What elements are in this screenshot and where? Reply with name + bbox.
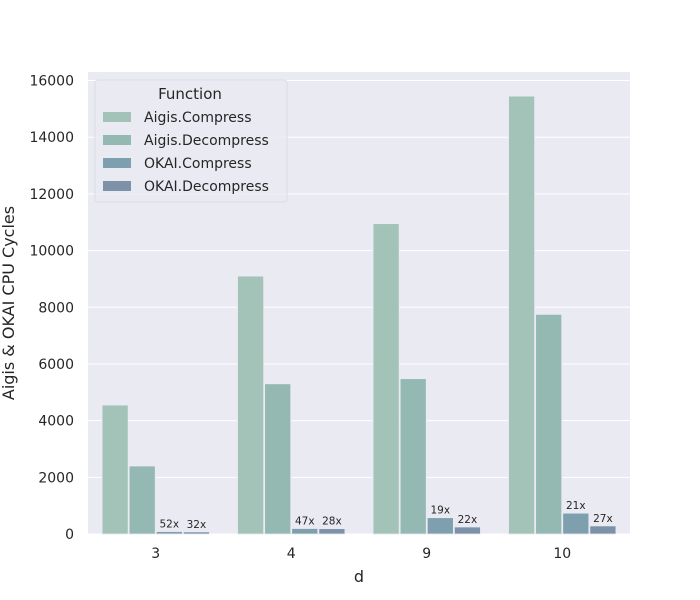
x-axis-label: d — [354, 567, 364, 586]
bars — [101, 95, 617, 535]
y-tick-label: 10000 — [29, 244, 74, 260]
y-tick-label: 2000 — [38, 470, 74, 486]
bar-label: 32x — [187, 519, 207, 531]
bar-label: 28x — [322, 516, 342, 528]
bar-data-labels: 52x 32x 47x 28x 19x 22x 21x 27x — [160, 500, 613, 531]
bar-aigis-compress-4 — [237, 275, 265, 535]
bar-aigis-compress-10 — [508, 95, 536, 535]
bar-okai-decompress-10 — [589, 525, 617, 535]
bar-okai-compress-4 — [291, 528, 319, 535]
legend-box — [94, 79, 288, 203]
bar-aigis-decompress-3 — [128, 465, 156, 535]
bar-okai-compress-9 — [426, 517, 454, 535]
bar-aigis-compress-3 — [101, 404, 129, 535]
y-axis-ticks: 0 2000 4000 6000 8000 10000 12000 14000 16000 — [29, 74, 74, 543]
legend-label: OKAI.Compress — [144, 156, 252, 172]
bar-label: 22x — [458, 514, 478, 526]
bar-aigis-decompress-10 — [535, 313, 563, 535]
legend-items: Aigis.Compress Aigis.Decompress OKAI.Compr… — [103, 110, 269, 195]
x-tick-label: 3 — [151, 546, 160, 562]
bar-okai-decompress-9 — [453, 526, 481, 535]
legend-title: Function — [158, 85, 222, 103]
bar-label: 21x — [566, 500, 586, 512]
y-tick-label: 12000 — [29, 187, 74, 203]
x-tick-label: 9 — [422, 546, 431, 562]
y-tick-label: 6000 — [38, 357, 74, 373]
x-axis-ticks: 3 4 9 10 — [151, 546, 571, 562]
bar-label: 52x — [160, 519, 180, 531]
legend-label: OKAI.Decompress — [144, 179, 269, 195]
bar-label: 27x — [593, 513, 613, 525]
bar-aigis-decompress-9 — [399, 378, 427, 535]
y-tick-label: 8000 — [38, 300, 74, 316]
bar-okai-decompress-4 — [318, 528, 346, 535]
legend-label: Aigis.Decompress — [144, 133, 269, 149]
legend-swatch — [103, 181, 131, 191]
y-axis-label: Aigis & OKAI CPU Cycles — [0, 206, 18, 400]
bar-label: 19x — [431, 505, 451, 517]
x-tick-label: 4 — [287, 546, 296, 562]
bar-okai-compress-10 — [562, 512, 590, 535]
y-tick-label: 16000 — [29, 74, 74, 90]
y-tick-label: 4000 — [38, 414, 74, 430]
bar-label: 47x — [295, 516, 315, 528]
bar-okai-decompress-3 — [182, 531, 210, 535]
y-tick-label: 14000 — [29, 130, 74, 146]
legend: Function Aigis.Compress Aigis.Decompress O… — [94, 79, 288, 203]
legend-swatch — [103, 135, 131, 145]
y-tick-label: 0 — [65, 527, 74, 543]
legend-swatch — [103, 158, 131, 168]
legend-swatch — [103, 112, 131, 122]
legend-label: Aigis.Compress — [144, 110, 252, 126]
x-tick-label: 10 — [553, 546, 571, 562]
bar-aigis-compress-9 — [372, 223, 400, 535]
bar-aigis-decompress-4 — [264, 383, 292, 535]
bar-okai-compress-3 — [155, 531, 183, 535]
